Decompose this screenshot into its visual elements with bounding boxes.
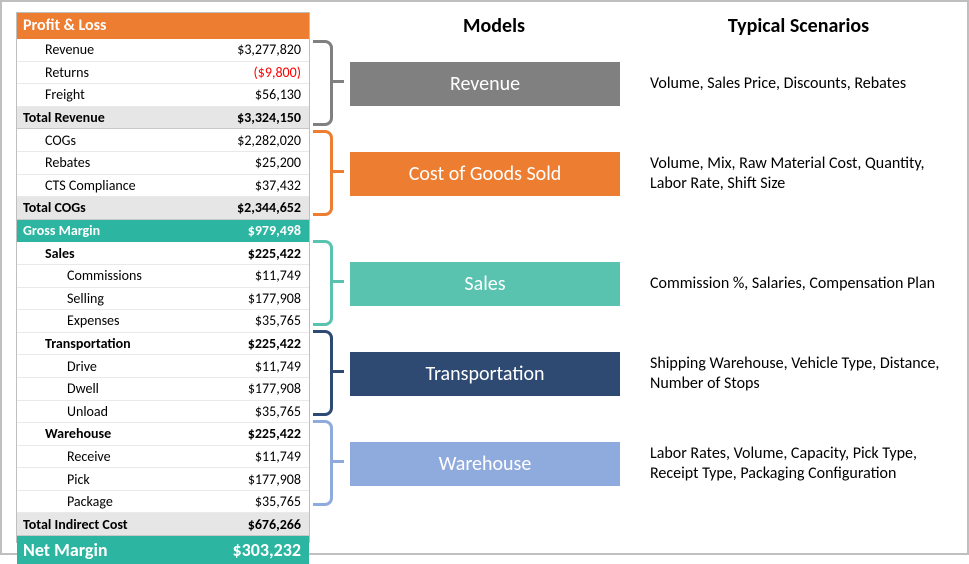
- pl-title: Profit & Loss: [23, 16, 106, 35]
- pl-row-value: $979,498: [248, 222, 301, 239]
- pl-row-value: $56,130: [255, 86, 301, 103]
- pl-row: Total Indirect Cost $676,266: [17, 513, 309, 536]
- pl-row: Transportation $225,422: [17, 333, 309, 356]
- pl-row-value: $177,908: [248, 290, 301, 307]
- pl-row-label: Unload: [23, 403, 108, 420]
- pl-row-value: $3,277,820: [237, 41, 301, 58]
- pl-row-label: Total COGs: [23, 199, 86, 216]
- pl-row-label: Returns: [23, 64, 89, 81]
- pl-row: Gross Margin $979,498: [17, 220, 309, 243]
- pl-row-value: $37,432: [255, 177, 301, 194]
- pl-row-value: $225,422: [248, 425, 301, 442]
- model-row: WarehouseLabor Rates, Volume, Capacity, …: [344, 442, 953, 486]
- scenario-text: Volume, Mix, Raw Material Cost, Quantity…: [620, 154, 953, 194]
- pl-row-value: $225,422: [248, 335, 301, 352]
- pl-row-label: Selling: [23, 290, 104, 307]
- model-box: Transportation: [350, 352, 620, 396]
- bracket: [313, 330, 333, 416]
- pl-row-label: Rebates: [23, 154, 90, 171]
- pl-row: COGs $2,282,020: [17, 129, 309, 152]
- pl-row: Total COGs $2,344,652: [17, 197, 309, 220]
- pl-row-label: Net Margin: [23, 539, 108, 561]
- pl-row-value: $3,324,150: [237, 109, 301, 126]
- pl-row: Receive $11,749: [17, 446, 309, 469]
- model-box: Revenue: [350, 62, 620, 106]
- pl-row-value: $225,422: [248, 245, 301, 262]
- pl-row: Commissions $11,749: [17, 265, 309, 288]
- pl-row-value: $35,765: [255, 493, 301, 510]
- pl-row-label: Gross Margin: [23, 222, 100, 239]
- pl-row-value: $2,344,652: [237, 199, 301, 216]
- model-row: TransportationShipping Warehouse, Vehicl…: [344, 352, 953, 396]
- pl-row-label: CTS Compliance: [23, 177, 136, 194]
- model-row: SalesCommission %, Salaries, Compensatio…: [344, 262, 953, 306]
- pl-row-label: Commissions: [23, 267, 142, 284]
- pl-row-label: COGs: [23, 132, 76, 149]
- scenario-text: Commission %, Salaries, Compensation Pla…: [620, 274, 953, 294]
- pl-row: Selling $177,908: [17, 288, 309, 311]
- pl-row-value: $11,749: [255, 267, 301, 284]
- pl-row: Drive $11,749: [17, 355, 309, 378]
- pl-row-value: $35,765: [255, 312, 301, 329]
- model-box: Sales: [350, 262, 620, 306]
- scenario-text: Volume, Sales Price, Discounts, Rebates: [620, 74, 953, 94]
- pl-row-value: $11,749: [255, 448, 301, 465]
- scenario-text: Shipping Warehouse, Vehicle Type, Distan…: [620, 354, 953, 394]
- scenarios-header: Typical Scenarios: [644, 14, 953, 38]
- pl-row-label: Transportation: [23, 335, 131, 352]
- pl-table: Profit & Loss Revenue $3,277,820 Returns ($…: [16, 12, 310, 543]
- pl-row-value: $2,282,020: [237, 132, 301, 149]
- model-row: RevenueVolume, Sales Price, Discounts, R…: [344, 62, 953, 106]
- pl-row: Expenses $35,765: [17, 310, 309, 333]
- pl-row: Total Revenue $3,324,150: [17, 107, 309, 130]
- models-header: Models: [344, 14, 644, 38]
- column-headers: Models Typical Scenarios: [344, 12, 953, 38]
- pl-row: Pick $177,908: [17, 468, 309, 491]
- pl-row-label: Expenses: [23, 312, 120, 329]
- pl-row-value: $177,908: [248, 380, 301, 397]
- model-box: Cost of Goods Sold: [350, 152, 620, 196]
- pl-row: Warehouse $225,422: [17, 423, 309, 446]
- pl-row: Freight $56,130: [17, 84, 309, 107]
- scenario-text: Labor Rates, Volume, Capacity, Pick Type…: [620, 444, 953, 484]
- bracket: [313, 240, 333, 326]
- pl-row: Unload $35,765: [17, 401, 309, 424]
- pl-row-label: Freight: [23, 86, 85, 103]
- models-scenarios: Models Typical Scenarios RevenueVolume, …: [344, 12, 953, 543]
- pl-row: Returns ($9,800): [17, 62, 309, 85]
- pl-row-label: Total Revenue: [23, 109, 105, 126]
- pl-row-value: $35,765: [255, 403, 301, 420]
- pl-row-label: Revenue: [23, 41, 94, 58]
- bracket: [313, 40, 333, 126]
- pl-row-label: Package: [23, 493, 113, 510]
- pl-row: Net Margin $303,232: [17, 536, 309, 564]
- pl-row: Revenue $3,277,820: [17, 39, 309, 62]
- pl-row-value: $676,266: [248, 516, 301, 533]
- pl-row-label: Dwell: [23, 380, 99, 397]
- pl-row: Package $35,765: [17, 491, 309, 514]
- pl-row-label: Sales: [23, 245, 75, 262]
- model-row: Cost of Goods SoldVolume, Mix, Raw Mater…: [344, 152, 953, 196]
- model-box: Warehouse: [350, 442, 620, 486]
- pl-row-label: Pick: [23, 471, 90, 488]
- pl-row-label: Warehouse: [23, 425, 111, 442]
- pl-row-value: $303,232: [232, 539, 301, 561]
- pl-row-value: $11,749: [255, 358, 301, 375]
- pl-row-value: $177,908: [248, 471, 301, 488]
- bracket: [313, 420, 333, 506]
- pl-row-value: ($9,800): [254, 64, 301, 81]
- pl-row-label: Receive: [23, 448, 111, 465]
- brackets-column: [310, 12, 344, 543]
- pl-row-value: $25,200: [255, 154, 301, 171]
- pl-row-label: Drive: [23, 358, 97, 375]
- pl-row: Rebates $25,200: [17, 152, 309, 175]
- pl-row-label: Total Indirect Cost: [23, 516, 128, 533]
- pl-row: Sales $225,422: [17, 242, 309, 265]
- pl-row: Dwell $177,908: [17, 378, 309, 401]
- pl-row: CTS Compliance $37,432: [17, 175, 309, 198]
- bracket: [313, 130, 333, 216]
- pl-header: Profit & Loss: [17, 13, 309, 39]
